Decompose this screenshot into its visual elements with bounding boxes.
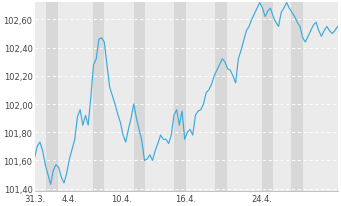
- Bar: [291, 4, 302, 192]
- Bar: [134, 4, 145, 192]
- Bar: [174, 4, 186, 192]
- Bar: [93, 4, 104, 192]
- Bar: [262, 4, 273, 192]
- Bar: [46, 4, 58, 192]
- Bar: [215, 4, 227, 192]
